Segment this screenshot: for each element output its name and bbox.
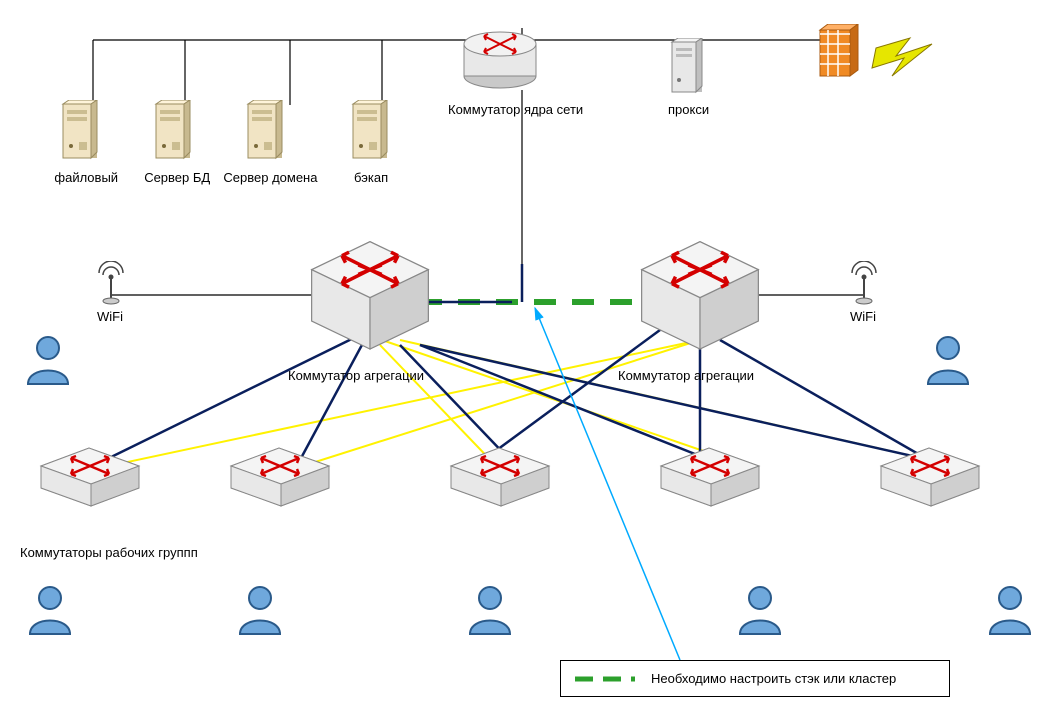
wifi_right-label: WiFi <box>850 309 876 324</box>
access-sw3-icon <box>445 440 555 513</box>
server-domain-label: Сервер домена <box>223 170 317 185</box>
core-router-icon <box>460 26 540 95</box>
server-db-icon <box>150 100 196 169</box>
wifi_right-icon <box>850 261 878 308</box>
user-bottom-3-icon <box>732 582 788 641</box>
server-backup-label: бэкап <box>354 170 388 185</box>
proxy-label: прокси <box>668 102 709 117</box>
server-file-icon <box>57 100 103 169</box>
server-backup-icon <box>347 100 393 169</box>
user-bottom-1-icon <box>232 582 288 641</box>
agg_left-icon <box>300 230 440 359</box>
user-bottom-2-icon <box>462 582 518 641</box>
agg_right-icon <box>630 230 770 359</box>
server-file-label: файловый <box>54 170 118 185</box>
user-wifi-1-icon <box>920 332 976 391</box>
access-sw2-icon <box>225 440 335 513</box>
user-bottom-4-icon <box>982 582 1038 641</box>
access-sw4-icon <box>655 440 765 513</box>
wifi_left-label: WiFi <box>97 309 123 324</box>
access-switches-label: Коммутаторы рабочих группп <box>20 545 198 560</box>
wifi_left-icon <box>97 261 125 308</box>
access-sw1-icon <box>35 440 145 513</box>
agg_left-label: Коммутатор агрегации <box>288 368 424 383</box>
server-domain-icon <box>242 100 288 169</box>
legend-text: Необходимо настроить стэк или кластер <box>651 671 896 686</box>
user-wifi-0-icon <box>20 332 76 391</box>
access-sw5-icon <box>875 440 985 513</box>
agg_right-label: Коммутатор агрегации <box>618 368 754 383</box>
firewall-icon <box>816 24 862 87</box>
proxy-icon <box>668 38 708 101</box>
core-router-label: Коммутатор ядра сети <box>448 102 583 117</box>
legend-box: Необходимо настроить стэк или кластер <box>560 660 950 697</box>
user-bottom-0-icon <box>22 582 78 641</box>
server-db-label: Сервер БД <box>144 170 210 185</box>
legend-dash-icon <box>575 674 635 684</box>
